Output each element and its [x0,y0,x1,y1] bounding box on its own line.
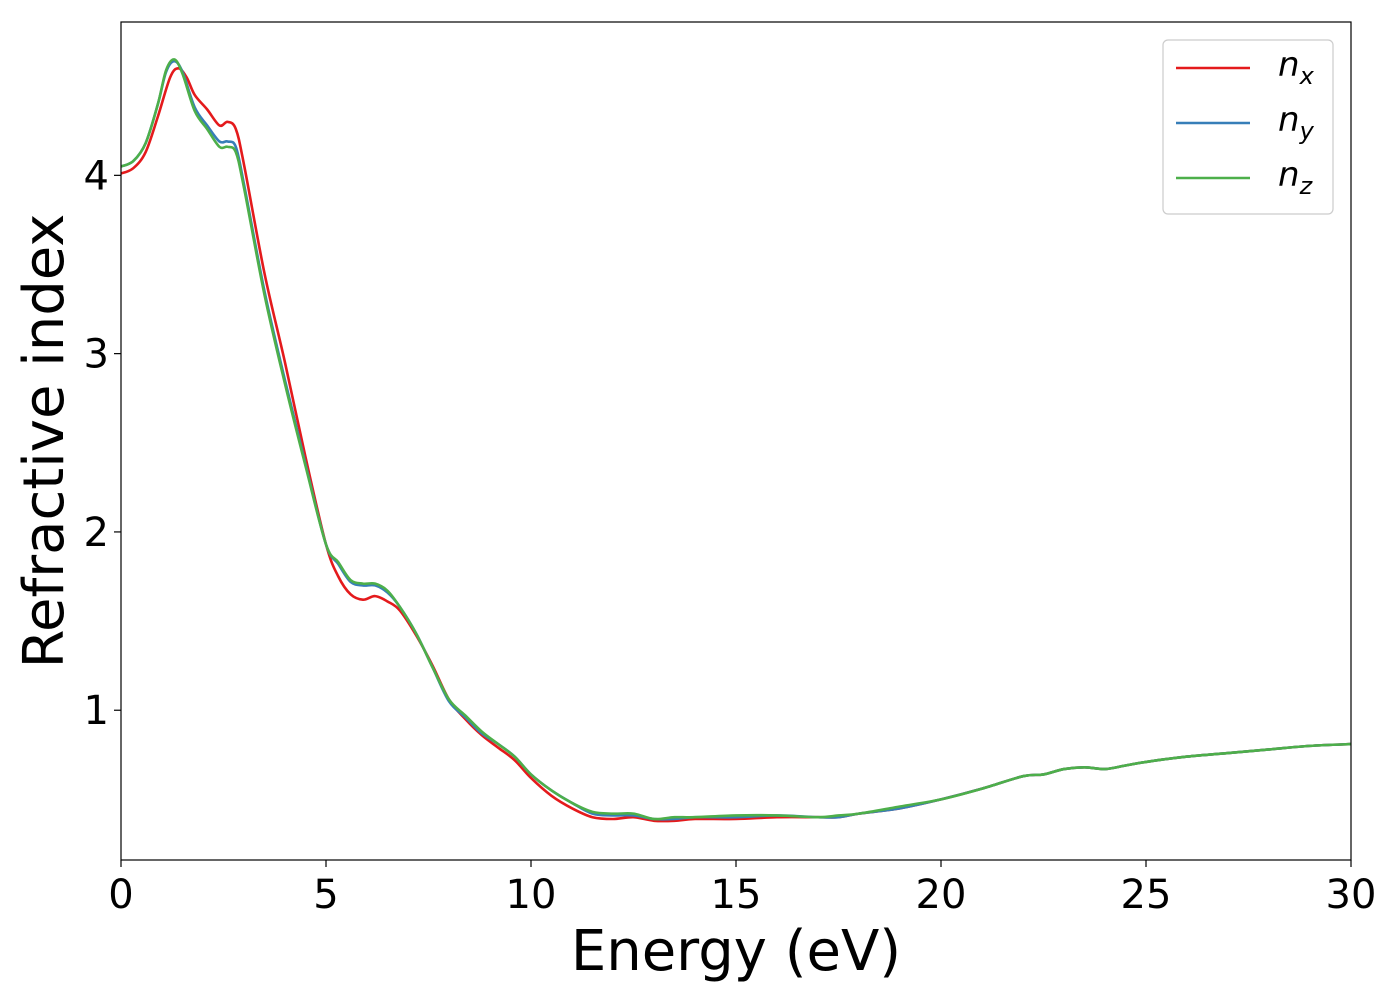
legend-label-y: ny [1278,100,1315,145]
y-axis-ticks: 1 2 3 4 [84,153,121,734]
y-tick-label: 4 [84,153,109,199]
y-axis-label: Refractive index [12,214,77,669]
legend-label-x: nx [1278,45,1315,90]
x-axis-label: Energy (eV) [571,919,901,984]
x-tick-label: 15 [711,872,762,918]
x-tick-label: 20 [916,872,967,918]
legend-box [1162,39,1334,215]
x-tick-label: 10 [506,872,557,918]
y-tick-label: 1 [84,688,109,734]
x-tick-label: 30 [1326,872,1377,918]
x-tick-label: 5 [313,872,338,918]
y-tick-label: 2 [84,510,109,556]
x-tick-label: 0 [108,872,133,918]
legend: nx ny nz [1162,39,1334,215]
x-tick-label: 25 [1121,872,1172,918]
x-axis-ticks: 0 5 10 15 20 25 30 [108,860,1376,918]
legend-label-z: nz [1278,155,1314,200]
series-layer [120,58,1352,823]
y-tick-label: 3 [84,332,109,378]
series-line-z [120,58,1352,821]
